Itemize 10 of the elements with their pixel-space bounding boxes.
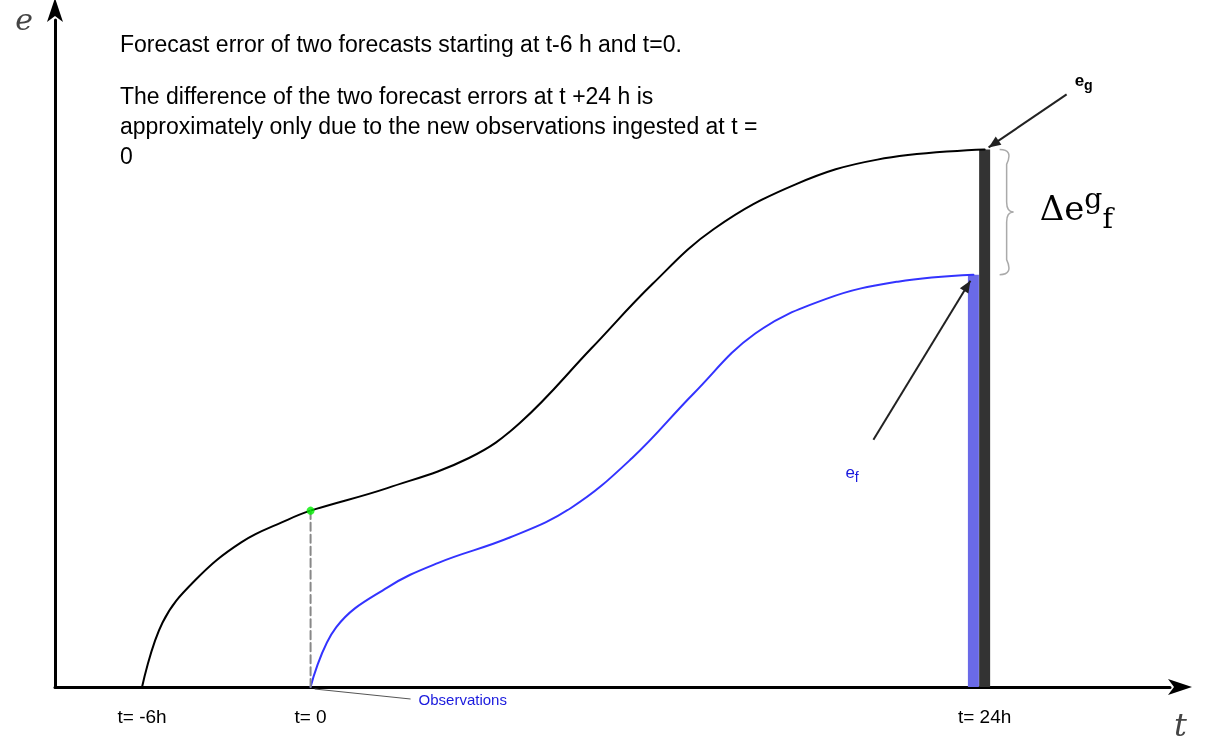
x-tick-label: t= 24h: [957, 706, 1012, 727]
annotation: e$_{f}$: [845, 462, 859, 486]
x-axis-title: t: [1174, 706, 1187, 741]
text: Forecast error of two forecasts starting at t-6 h and t=0.: [120, 30, 683, 59]
x-tick-label: t= -6h: [117, 706, 167, 727]
annotation: e$_{g}$: [1074, 71, 1093, 94]
x-tick-label: t= 0: [294, 706, 327, 727]
y-axis-title: e: [15, 1, 33, 37]
annotation: The difference of the two forecast errors at t +24 h is approximately only due to the new observations ingested at t = 0: [120, 82, 759, 171]
annotation: Observations: [418, 691, 507, 708]
